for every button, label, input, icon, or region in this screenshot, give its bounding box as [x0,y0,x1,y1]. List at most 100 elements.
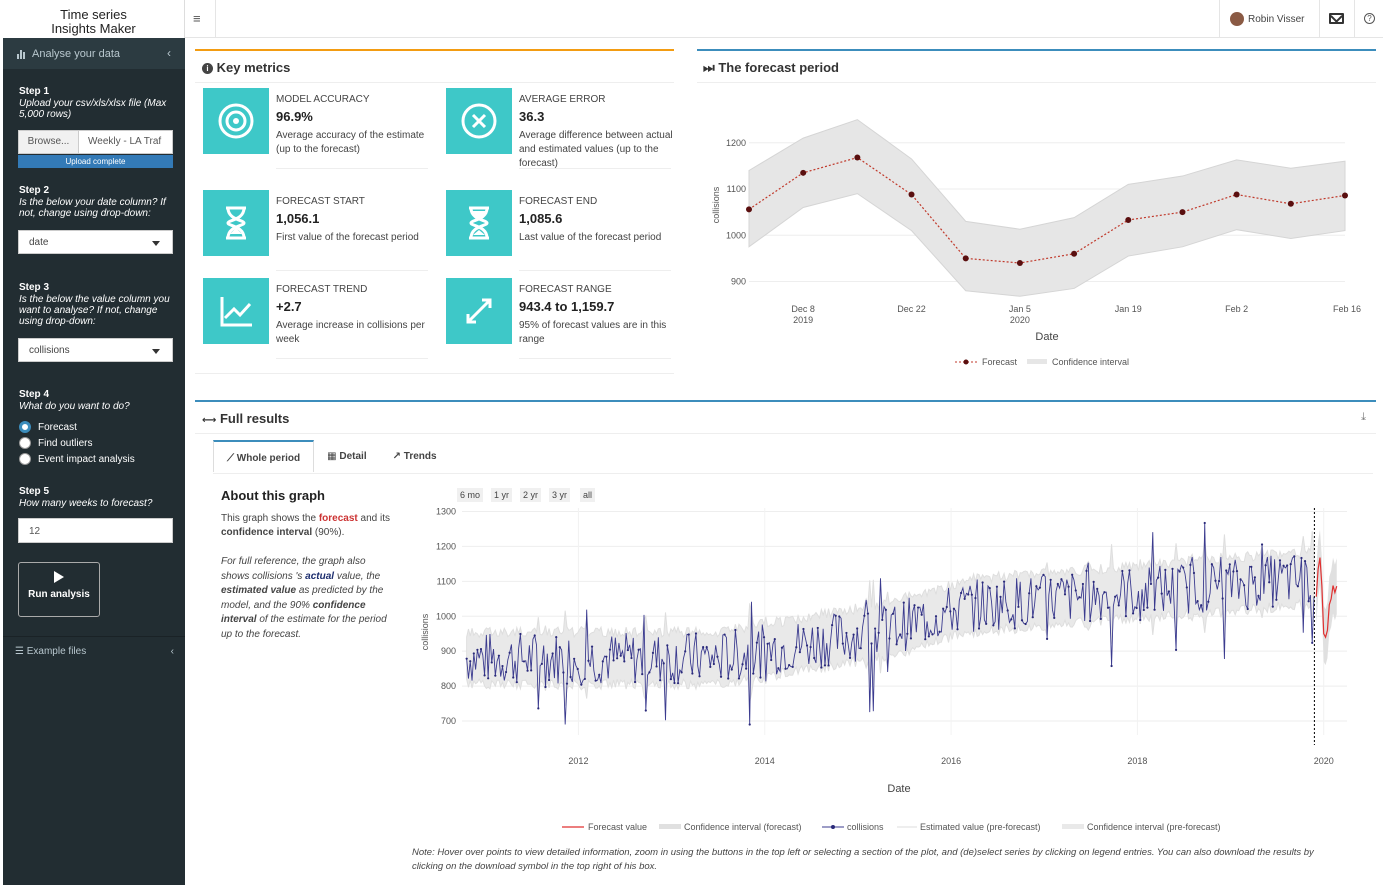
collisions-point [1192,571,1196,575]
x-tick-label: 2012 [568,756,588,766]
x-tick-label: 2019 [793,315,813,325]
step4: Step 4 What do you want to do? [19,389,179,412]
step5: Step 5 How many weeks to forecast? [19,486,179,509]
menu-analyse[interactable]: Analyse your data ‹ [3,38,185,69]
forecast-point [1071,250,1078,257]
metric-tile [203,278,269,344]
range-6mo-button[interactable]: 6 mo [457,488,484,502]
tab-detail[interactable]: ▦ Detail [314,440,379,472]
weeks-input[interactable]: 12 [18,518,173,543]
metric-description: Average increase in collisions per week [276,320,425,345]
collisions-point [927,635,930,638]
value-column-select[interactable]: collisions [18,338,173,362]
legend-collisions-dot [831,825,835,829]
metric-tile [446,278,512,344]
forecast-point [746,206,752,213]
about-actual-word: actual [305,570,335,582]
collisions-point [666,644,669,647]
collisions-point [920,613,923,616]
x-tick-label: 2020 [1314,756,1334,766]
forecast-line [748,156,1346,264]
collisions-point [727,677,730,680]
messages-button[interactable] [1319,0,1354,38]
about-ci-word: confidence interval [221,599,366,626]
collisions-point [619,654,622,657]
date-column-select[interactable]: date [18,230,173,254]
collisions-point [1049,578,1052,581]
step3: Step 3 Is the below the value column you… [19,282,179,327]
tab-trends[interactable]: ↗ Trends [380,440,450,472]
upload-progress: Upload complete [18,155,173,168]
collisions-point [522,660,526,663]
forecast-point [1016,260,1023,266]
collisions-point [856,627,859,630]
metric-card: FORECAST RANGE 943.4 to 1,159.7 95% of for… [446,278,671,359]
metric-value: 1,085.6 [519,211,563,226]
radio-unchecked-icon[interactable] [19,453,31,465]
radio-unchecked-icon[interactable] [19,437,31,449]
x-tick-label: Feb 2 [1225,304,1248,314]
about-text-part: and its [357,513,390,524]
info-icon: i [202,63,213,74]
app-title: Time series Insights Maker [3,0,185,38]
chevron-left-icon[interactable]: ‹ [170,646,174,657]
download-icon[interactable]: ⤓ [1361,411,1366,423]
about-text-part: This graph shows the [221,513,319,524]
help-button[interactable]: ? [1354,0,1383,38]
hamburger-menu-icon[interactable]: ≡ [193,11,201,26]
metric-divider [276,358,428,359]
trend-icon: ↗ [392,451,401,462]
collisions-point [530,669,533,672]
run-analysis-button[interactable]: Run analysis [18,562,100,617]
collisions-point [823,664,827,667]
legend-ci-pre-swatch [1062,824,1084,829]
metric-tile [203,190,269,256]
x-circle-icon [461,103,497,139]
metric-description: Last value of the forecast period [519,232,662,243]
collisions-point [805,644,809,647]
collisions-point [687,633,690,636]
collisions-point [1056,582,1059,586]
tab-whole-period[interactable]: ⟋ Whole period [213,440,315,472]
range-3yr-button[interactable]: 3 yr [549,488,571,502]
radio-forecast[interactable]: Forecast [19,421,77,433]
collisions-point [598,673,601,676]
full-results-chart[interactable]: 700 800 900 1000 1100 1200 1300 2012 2014 2016 201… [412,500,1372,840]
collisions-point [995,585,999,588]
radio-event-impact[interactable]: Event impact analysis [19,453,135,465]
collisions-point [1257,594,1260,597]
forecast-point [1125,216,1132,223]
step5-title: Step 5 [19,486,50,497]
range-2yr-button[interactable]: 2 yr [520,488,542,502]
about-graph-title: About this graph [221,488,325,503]
fast-forward-icon: ⏭ [703,60,715,75]
collisions-point [906,632,909,635]
range-1yr-button[interactable]: 1 yr [491,488,513,502]
menu-example-files[interactable]: ☰ Example files ‹ [15,646,180,657]
file-upload[interactable]: Browse... Weekly - LA Traf [18,130,173,154]
forecast-point [1342,192,1348,199]
browse-button[interactable]: Browse... [19,131,79,153]
box-header-divider [195,82,674,83]
metric-card: FORECAST TREND +2.7 Average increase in co… [203,278,428,359]
about-text-part: of the estimate for the period up to the… [221,614,387,640]
range-all-button[interactable]: all [580,488,596,502]
chevron-left-icon[interactable]: ‹ [167,46,171,60]
box-header-divider [697,82,1376,83]
collisions-point [648,671,651,674]
tab-whole-period-label: Whole period [236,453,301,464]
collisions-point [487,677,490,680]
forecast-point [854,154,861,161]
y-tick-label: 900 [731,277,746,287]
collisions-point [1164,568,1167,571]
about-estimated-word: estimated value [221,585,297,596]
file-name-field[interactable]: Weekly - LA Traf [88,136,162,147]
metric-divider [276,270,428,271]
collisions-point [741,663,744,666]
radio-find-outliers[interactable]: Find outliers [19,437,92,449]
radio-checked-icon[interactable] [19,421,31,433]
collisions-point [759,676,762,679]
user-menu[interactable]: Robin Visser [1219,0,1319,38]
collisions-point [1225,569,1228,572]
